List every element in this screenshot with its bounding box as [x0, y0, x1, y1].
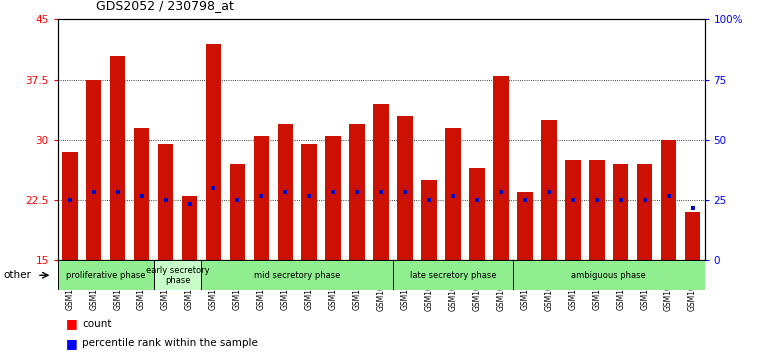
Text: ambiguous phase: ambiguous phase: [571, 271, 646, 280]
Bar: [537, 19, 561, 260]
Text: ■: ■: [65, 318, 77, 330]
Bar: [445, 128, 460, 260]
Bar: [321, 19, 345, 260]
Bar: [58, 260, 153, 290]
Bar: [584, 19, 609, 260]
Bar: [373, 104, 389, 260]
Bar: [397, 116, 413, 260]
Bar: [513, 260, 705, 290]
Bar: [202, 19, 226, 260]
Bar: [82, 19, 105, 260]
Bar: [110, 56, 126, 260]
Bar: [541, 120, 557, 260]
Bar: [393, 19, 417, 260]
Bar: [226, 19, 249, 260]
Bar: [589, 160, 604, 260]
Bar: [393, 260, 513, 290]
Bar: [565, 160, 581, 260]
Bar: [469, 168, 485, 260]
Bar: [637, 164, 652, 260]
Bar: [345, 19, 369, 260]
Bar: [273, 19, 297, 260]
Bar: [62, 152, 78, 260]
Text: GDS2052 / 230798_at: GDS2052 / 230798_at: [96, 0, 234, 12]
Bar: [302, 144, 317, 260]
Bar: [465, 19, 489, 260]
Bar: [633, 19, 657, 260]
Bar: [657, 19, 681, 260]
Bar: [613, 164, 628, 260]
Bar: [277, 124, 293, 260]
Bar: [685, 212, 701, 260]
Bar: [517, 192, 533, 260]
Text: mid secretory phase: mid secretory phase: [254, 271, 340, 280]
Bar: [134, 128, 149, 260]
Bar: [153, 19, 178, 260]
Bar: [609, 19, 633, 260]
Bar: [253, 136, 270, 260]
Bar: [206, 44, 221, 260]
Bar: [561, 19, 584, 260]
Text: early secretory
phase: early secretory phase: [146, 266, 209, 285]
Bar: [249, 19, 273, 260]
Text: ■: ■: [65, 337, 77, 350]
Text: percentile rank within the sample: percentile rank within the sample: [82, 338, 258, 348]
Bar: [105, 19, 129, 260]
Bar: [681, 19, 705, 260]
Bar: [326, 136, 341, 260]
Bar: [350, 124, 365, 260]
Bar: [493, 76, 509, 260]
Bar: [513, 19, 537, 260]
Bar: [129, 19, 153, 260]
Bar: [178, 19, 202, 260]
Bar: [58, 19, 82, 260]
Bar: [661, 140, 676, 260]
Text: other: other: [4, 270, 32, 280]
Bar: [153, 260, 202, 290]
Bar: [229, 164, 245, 260]
Bar: [421, 180, 437, 260]
Text: proliferative phase: proliferative phase: [66, 271, 146, 280]
Bar: [441, 19, 465, 260]
Bar: [369, 19, 393, 260]
Bar: [86, 80, 102, 260]
Bar: [158, 144, 173, 260]
Text: count: count: [82, 319, 112, 329]
Bar: [202, 260, 393, 290]
Bar: [297, 19, 321, 260]
Text: late secretory phase: late secretory phase: [410, 271, 497, 280]
Bar: [489, 19, 513, 260]
Bar: [182, 196, 197, 260]
Bar: [417, 19, 441, 260]
